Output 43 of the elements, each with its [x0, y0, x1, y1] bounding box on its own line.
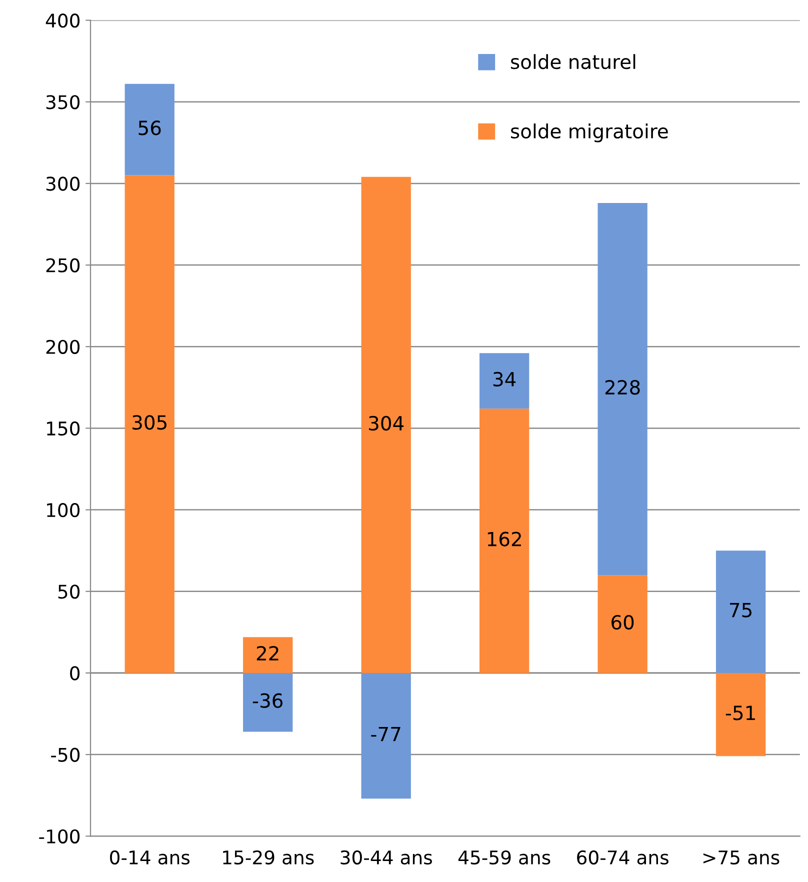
y-tick-label: -50	[51, 748, 80, 762]
y-tick-label: 200	[46, 340, 80, 354]
y-tick-label: 0	[70, 666, 80, 680]
bar	[598, 575, 648, 673]
bar	[124, 175, 174, 673]
x-tick-label: 0-14 ans	[110, 850, 190, 865]
data-label: -51	[726, 706, 755, 720]
legend-label: solde migratoire	[511, 123, 668, 142]
data-label: 22	[256, 646, 278, 660]
x-tick-label: 30-44 ans	[340, 850, 432, 865]
data-label: 75	[730, 602, 752, 618]
y-tick-label: -100	[39, 829, 80, 844]
x-tick-label: 60-74 ans	[577, 850, 668, 865]
bar	[361, 672, 411, 799]
data-label: 304	[369, 416, 404, 431]
y-tick-label: 150	[47, 421, 80, 436]
bar	[124, 84, 174, 176]
bar	[479, 408, 530, 673]
bar	[361, 176, 411, 673]
data-label: 228	[605, 380, 640, 395]
x-tick-label: >75 ans	[703, 850, 780, 865]
x-tick-label: 15-29 ans	[223, 850, 314, 865]
bar	[243, 637, 293, 673]
data-label: 60	[612, 614, 634, 630]
bar	[716, 672, 766, 756]
data-label: 305	[132, 415, 166, 430]
legend-label: solde naturel	[511, 54, 636, 70]
data-label: -77	[371, 726, 400, 742]
bar	[479, 353, 530, 409]
data-label: 34	[493, 372, 516, 387]
data-label: -36	[252, 693, 283, 708]
y-tick-label: 350	[46, 95, 80, 110]
y-tick-label: 50	[58, 584, 80, 599]
x-tick-label: 45-59 ans	[458, 850, 550, 865]
y-tick-label: 250	[46, 258, 80, 272]
y-tick-label: 100	[47, 503, 80, 518]
bar	[243, 672, 293, 732]
data-label: 162	[488, 532, 521, 546]
data-label: 56	[138, 120, 161, 136]
y-tick-label: 400	[46, 13, 80, 28]
y-tick-label: 300	[46, 176, 80, 191]
bar	[716, 550, 766, 673]
bar	[598, 203, 648, 576]
